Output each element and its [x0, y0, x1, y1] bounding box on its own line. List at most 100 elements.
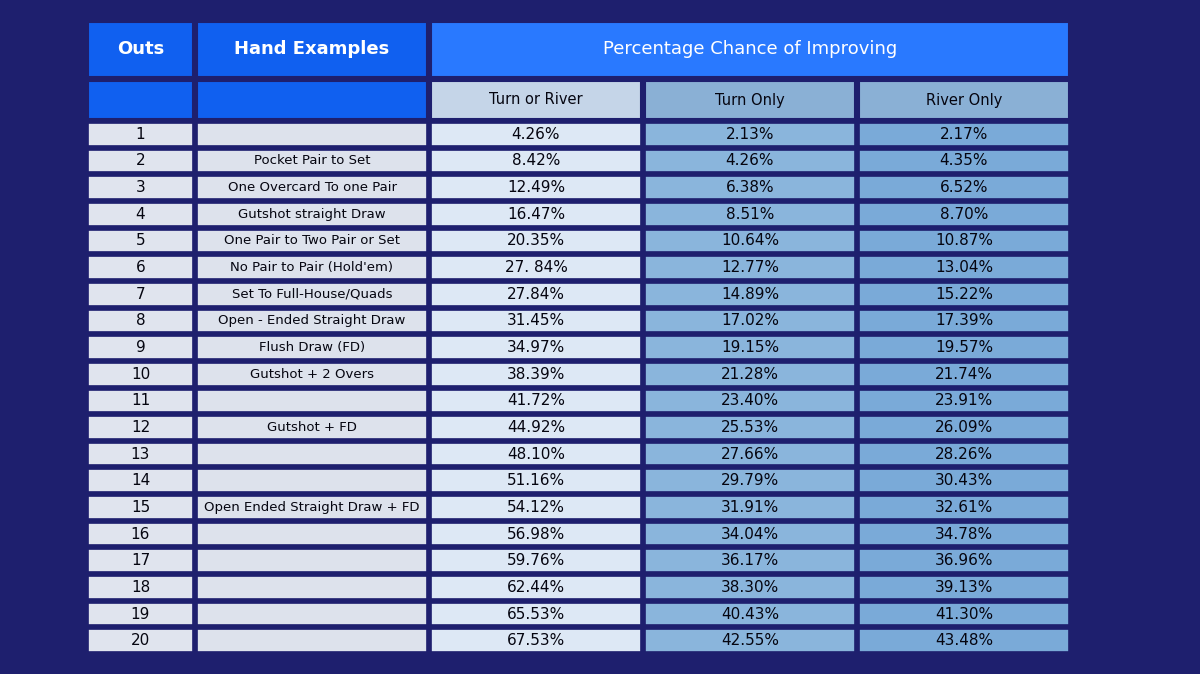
Text: 23.91%: 23.91% — [935, 394, 994, 408]
Text: Hand Examples: Hand Examples — [234, 40, 390, 59]
Text: 10: 10 — [131, 367, 150, 381]
Bar — [88, 363, 193, 386]
Bar — [197, 549, 427, 572]
Text: 41.72%: 41.72% — [508, 394, 565, 408]
Text: 34.78%: 34.78% — [935, 526, 994, 542]
Bar — [431, 81, 641, 119]
Text: 38.30%: 38.30% — [721, 580, 779, 595]
Bar — [859, 390, 1069, 412]
Text: 14.89%: 14.89% — [721, 286, 779, 302]
Bar — [431, 390, 641, 412]
Text: 11: 11 — [131, 394, 150, 408]
Bar — [859, 177, 1069, 199]
Bar — [431, 603, 641, 625]
Bar — [859, 309, 1069, 332]
Bar — [431, 443, 641, 466]
Bar — [88, 549, 193, 572]
Text: 41.30%: 41.30% — [935, 607, 994, 621]
Bar — [88, 443, 193, 466]
Bar — [859, 630, 1069, 652]
Bar — [88, 336, 193, 359]
Text: 31.91%: 31.91% — [721, 500, 779, 515]
Bar — [646, 576, 854, 599]
Bar — [197, 309, 427, 332]
Bar — [859, 576, 1069, 599]
Bar — [859, 416, 1069, 439]
Bar — [197, 496, 427, 519]
Bar — [646, 81, 854, 119]
Text: 2: 2 — [136, 154, 145, 168]
Text: 2.13%: 2.13% — [726, 127, 774, 142]
Bar — [197, 230, 427, 252]
Bar — [197, 177, 427, 199]
Bar — [197, 576, 427, 599]
Text: No Pair to Pair (Hold'em): No Pair to Pair (Hold'em) — [230, 261, 394, 274]
Text: 1: 1 — [136, 127, 145, 142]
Text: 7: 7 — [136, 286, 145, 302]
Text: 31.45%: 31.45% — [506, 313, 565, 328]
Bar — [431, 203, 641, 226]
Bar — [88, 123, 193, 146]
Bar — [431, 576, 641, 599]
Bar — [859, 363, 1069, 386]
Text: 28.26%: 28.26% — [935, 447, 994, 462]
Bar — [646, 230, 854, 252]
Bar — [431, 309, 641, 332]
Bar — [88, 576, 193, 599]
Bar — [646, 177, 854, 199]
Bar — [646, 123, 854, 146]
Text: 27.84%: 27.84% — [508, 286, 565, 302]
Bar — [197, 256, 427, 279]
Text: 44.92%: 44.92% — [506, 420, 565, 435]
Bar — [859, 336, 1069, 359]
Bar — [431, 549, 641, 572]
Text: 12: 12 — [131, 420, 150, 435]
Text: 40.43%: 40.43% — [721, 607, 779, 621]
Text: One Overcard To one Pair: One Overcard To one Pair — [228, 181, 396, 194]
Text: 17.02%: 17.02% — [721, 313, 779, 328]
Bar — [646, 496, 854, 519]
Text: 20: 20 — [131, 633, 150, 648]
Text: 18: 18 — [131, 580, 150, 595]
Text: 16: 16 — [131, 526, 150, 542]
Bar — [431, 523, 641, 545]
Bar — [88, 496, 193, 519]
Bar — [88, 603, 193, 625]
Text: 23.40%: 23.40% — [721, 394, 779, 408]
Bar — [859, 443, 1069, 466]
Text: 6.52%: 6.52% — [940, 180, 989, 195]
Text: 4: 4 — [136, 207, 145, 222]
Text: 19.57%: 19.57% — [935, 340, 994, 355]
Text: 54.12%: 54.12% — [508, 500, 565, 515]
Text: 48.10%: 48.10% — [508, 447, 565, 462]
Text: Set To Full-House/Quads: Set To Full-House/Quads — [232, 288, 392, 301]
Text: 51.16%: 51.16% — [506, 473, 565, 488]
Text: 14: 14 — [131, 473, 150, 488]
Text: Outs: Outs — [116, 40, 164, 59]
Bar — [197, 523, 427, 545]
Bar — [646, 150, 854, 173]
Bar — [197, 150, 427, 173]
Bar — [88, 81, 193, 119]
Text: 10.87%: 10.87% — [935, 233, 994, 249]
Text: 27. 84%: 27. 84% — [504, 260, 568, 275]
Bar — [859, 230, 1069, 252]
Text: 19.15%: 19.15% — [721, 340, 779, 355]
Bar — [431, 123, 641, 146]
Bar — [197, 123, 427, 146]
Text: 20.35%: 20.35% — [506, 233, 565, 249]
Bar — [431, 416, 641, 439]
Bar — [859, 81, 1069, 119]
Text: 34.97%: 34.97% — [506, 340, 565, 355]
Text: Open - Ended Straight Draw: Open - Ended Straight Draw — [218, 314, 406, 328]
Text: 4.26%: 4.26% — [511, 127, 560, 142]
Bar — [431, 630, 641, 652]
Bar — [859, 256, 1069, 279]
Bar — [859, 470, 1069, 492]
Bar — [859, 496, 1069, 519]
Bar — [646, 470, 854, 492]
Text: 8.42%: 8.42% — [512, 154, 560, 168]
Text: Flush Draw (FD): Flush Draw (FD) — [259, 341, 365, 354]
Bar — [859, 203, 1069, 226]
Bar — [88, 523, 193, 545]
